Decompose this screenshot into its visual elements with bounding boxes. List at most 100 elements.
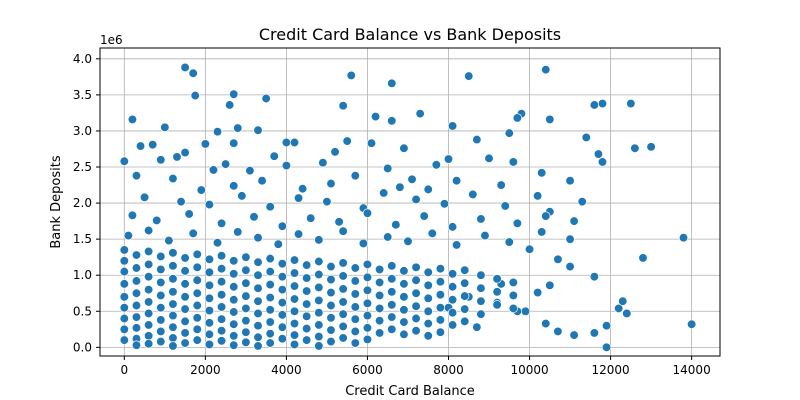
data-point xyxy=(168,333,178,343)
data-point xyxy=(277,259,288,269)
data-point xyxy=(192,275,202,285)
data-point xyxy=(326,274,336,285)
data-point xyxy=(338,284,348,294)
data-point xyxy=(131,340,142,350)
data-point xyxy=(395,182,405,192)
x-axis-ticks: 0 2000 4000 6000 8000 10000 12000 14000 xyxy=(120,356,711,377)
data-point xyxy=(237,191,247,201)
x-axis-label: Credit Card Balance xyxy=(345,384,475,399)
data-point xyxy=(427,228,437,239)
data-point xyxy=(545,280,555,290)
data-point xyxy=(601,321,612,331)
data-point xyxy=(253,332,263,342)
data-point xyxy=(289,255,300,265)
data-point xyxy=(460,304,470,314)
data-point xyxy=(541,211,551,221)
data-point xyxy=(387,300,397,310)
data-point xyxy=(447,295,458,305)
data-point xyxy=(411,275,421,285)
data-point xyxy=(229,331,239,341)
data-point xyxy=(508,290,518,301)
data-point xyxy=(419,211,429,221)
data-point xyxy=(180,292,190,302)
data-point xyxy=(156,277,166,288)
data-point xyxy=(423,306,433,316)
data-point xyxy=(407,174,417,184)
data-point xyxy=(160,122,170,132)
data-point xyxy=(415,108,425,119)
y-tick-label: 2.5 xyxy=(73,160,92,174)
data-point xyxy=(338,258,348,268)
data-point xyxy=(581,132,591,143)
data-point xyxy=(476,309,486,319)
data-point xyxy=(229,282,239,292)
data-point xyxy=(302,260,312,270)
data-point xyxy=(131,263,142,273)
data-point xyxy=(225,100,235,110)
data-point xyxy=(168,299,178,309)
data-point xyxy=(253,341,263,351)
data-point xyxy=(338,309,348,319)
x-tick-label: 12000 xyxy=(591,363,629,377)
data-point xyxy=(338,226,348,236)
data-point xyxy=(451,176,462,186)
data-point xyxy=(553,254,563,264)
data-point xyxy=(383,232,393,242)
data-point xyxy=(253,296,263,306)
data-point xyxy=(180,147,190,158)
data-point xyxy=(119,324,129,334)
data-point xyxy=(399,279,409,289)
data-point xyxy=(545,114,555,125)
data-point xyxy=(265,317,275,327)
data-point xyxy=(338,297,348,307)
data-point xyxy=(399,317,409,327)
data-point xyxy=(306,213,316,223)
data-point xyxy=(496,180,506,190)
data-point xyxy=(216,302,227,312)
data-point xyxy=(326,300,336,311)
data-point xyxy=(601,342,612,352)
data-point xyxy=(370,111,381,122)
x-tick-label: 4000 xyxy=(271,363,302,377)
data-point xyxy=(119,292,129,302)
data-point xyxy=(192,262,202,272)
data-point xyxy=(156,326,166,337)
data-point xyxy=(253,308,263,319)
data-point xyxy=(460,265,470,275)
data-point xyxy=(622,308,632,319)
data-point xyxy=(216,326,227,336)
data-point xyxy=(476,214,486,224)
data-point xyxy=(143,297,154,307)
data-point xyxy=(241,265,251,275)
data-point xyxy=(131,171,142,181)
data-point xyxy=(362,323,373,333)
data-point xyxy=(423,318,433,329)
data-point xyxy=(326,261,336,272)
data-point xyxy=(569,216,579,226)
data-point xyxy=(188,228,198,239)
data-point xyxy=(362,310,373,321)
data-point xyxy=(492,300,502,310)
data-point xyxy=(168,322,178,332)
data-point xyxy=(411,194,421,205)
data-point xyxy=(212,238,223,248)
data-point xyxy=(646,142,656,152)
data-point xyxy=(253,321,263,331)
data-point xyxy=(314,331,324,342)
data-point xyxy=(569,330,579,340)
data-point xyxy=(168,248,178,258)
data-point xyxy=(302,286,312,296)
data-point xyxy=(131,300,142,311)
data-point xyxy=(362,208,373,218)
data-point xyxy=(435,277,446,287)
data-point xyxy=(387,312,397,322)
data-point xyxy=(156,155,166,165)
data-point xyxy=(127,210,138,220)
data-point xyxy=(289,339,300,350)
data-point xyxy=(374,316,385,326)
data-point xyxy=(156,264,166,275)
data-point xyxy=(387,324,397,334)
data-point xyxy=(553,326,563,337)
data-point xyxy=(253,283,263,293)
